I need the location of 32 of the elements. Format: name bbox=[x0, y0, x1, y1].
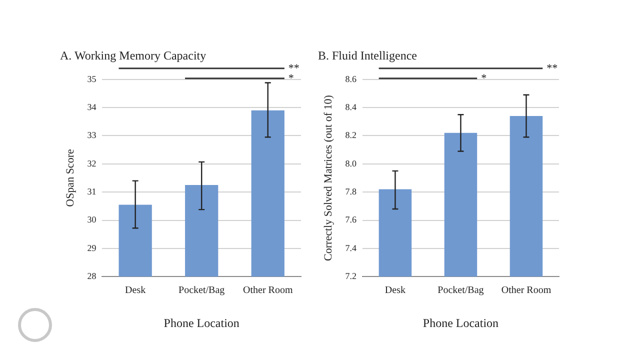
y-tick-label: 7.4 bbox=[345, 242, 357, 253]
y-tick-label: 7.2 bbox=[345, 270, 356, 281]
x-tick-label: Pocket/Bag bbox=[438, 285, 484, 296]
x-tick-label: Desk bbox=[384, 285, 406, 296]
y-tick-label: 7.6 bbox=[345, 214, 357, 225]
y-tick-label: 31 bbox=[87, 186, 96, 196]
x-tick-label: Desk bbox=[125, 285, 146, 296]
y-axis-title: OSpan Score bbox=[64, 149, 76, 207]
chart-title: B. Fluid Intelligence bbox=[318, 48, 417, 62]
y-tick-label: 29 bbox=[87, 242, 97, 253]
y-tick-label: 34 bbox=[87, 102, 97, 112]
x-axis-title: Phone Location bbox=[164, 316, 240, 330]
text: ** bbox=[288, 62, 300, 74]
y-tick-label: 7.8 bbox=[345, 186, 357, 196]
y-tick-label: 33 bbox=[87, 130, 97, 140]
y-tick-label: 30 bbox=[87, 214, 97, 225]
y-axis-title: Correctly Solved Matrices (out of 10) bbox=[322, 94, 334, 261]
x-tick-label: Other Room bbox=[501, 285, 552, 296]
y-tick-label: 8.2 bbox=[345, 130, 356, 140]
y-tick-label: 32 bbox=[87, 158, 96, 168]
annotation: * bbox=[288, 72, 294, 84]
y-tick-label: 8.0 bbox=[345, 158, 357, 168]
chart-title: A. Working Memory Capacity bbox=[60, 48, 206, 62]
text: ** bbox=[546, 62, 558, 74]
x-tick-label: Pocket/Bag bbox=[178, 285, 225, 296]
y-tick-label: 28 bbox=[87, 270, 97, 281]
y-tick-label: 35 bbox=[87, 74, 97, 84]
y-tick-label: 8.4 bbox=[345, 102, 357, 112]
x-tick-label: Other Room bbox=[243, 285, 293, 296]
annotation: * bbox=[481, 72, 487, 84]
x-axis-title: Phone Location bbox=[422, 316, 499, 330]
y-tick-label: 8.6 bbox=[345, 74, 357, 84]
